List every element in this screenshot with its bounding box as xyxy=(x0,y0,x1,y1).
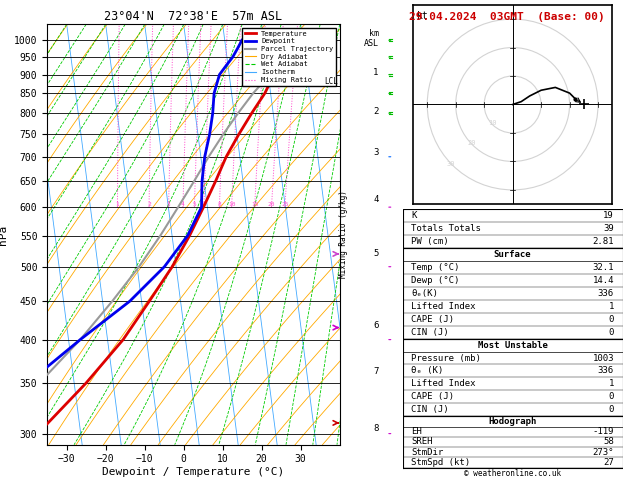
Text: 6: 6 xyxy=(373,321,379,330)
Text: Dewp (°C): Dewp (°C) xyxy=(411,276,460,285)
Text: θₑ (K): θₑ (K) xyxy=(411,366,443,376)
Text: 10: 10 xyxy=(488,120,496,126)
Text: km
ASL: km ASL xyxy=(364,29,379,48)
Text: Surface: Surface xyxy=(494,250,532,259)
Text: 336: 336 xyxy=(598,289,614,298)
Text: SREH: SREH xyxy=(411,437,433,447)
Text: 15: 15 xyxy=(251,202,259,207)
Text: -119: -119 xyxy=(593,427,614,436)
Text: LCL: LCL xyxy=(325,77,338,86)
Text: 4: 4 xyxy=(181,202,185,207)
Text: 39: 39 xyxy=(603,224,614,233)
Title: 23°04'N  72°38'E  57m ASL: 23°04'N 72°38'E 57m ASL xyxy=(104,10,282,23)
Text: CAPE (J): CAPE (J) xyxy=(411,314,454,324)
Text: 1: 1 xyxy=(608,380,614,388)
Text: θₑ(K): θₑ(K) xyxy=(411,289,438,298)
Text: 3: 3 xyxy=(373,148,379,156)
Text: StmSpd (kt): StmSpd (kt) xyxy=(411,458,470,467)
Text: Most Unstable: Most Unstable xyxy=(477,341,548,349)
Text: 0: 0 xyxy=(608,314,614,324)
Text: 4: 4 xyxy=(373,194,379,204)
Y-axis label: hPa: hPa xyxy=(0,225,8,244)
Text: Lifted Index: Lifted Index xyxy=(411,302,476,311)
Text: 10: 10 xyxy=(228,202,235,207)
Text: 0: 0 xyxy=(608,392,614,401)
Text: K: K xyxy=(411,211,417,220)
Text: CAPE (J): CAPE (J) xyxy=(411,392,454,401)
X-axis label: Dewpoint / Temperature (°C): Dewpoint / Temperature (°C) xyxy=(103,467,284,477)
Text: Temp (°C): Temp (°C) xyxy=(411,263,460,272)
Text: 14.4: 14.4 xyxy=(593,276,614,285)
Text: 1: 1 xyxy=(373,69,379,77)
Text: 273°: 273° xyxy=(593,448,614,457)
Text: 19: 19 xyxy=(603,211,614,220)
Text: 58: 58 xyxy=(603,437,614,447)
Text: Hodograph: Hodograph xyxy=(489,417,537,426)
Text: 0: 0 xyxy=(608,405,614,415)
Text: 27: 27 xyxy=(603,458,614,467)
Text: 8: 8 xyxy=(218,202,221,207)
Text: Totals Totals: Totals Totals xyxy=(411,224,481,233)
Text: 0: 0 xyxy=(608,328,614,337)
Text: 8: 8 xyxy=(373,424,379,433)
Text: 2: 2 xyxy=(373,106,379,116)
Text: CIN (J): CIN (J) xyxy=(411,328,449,337)
Text: 3: 3 xyxy=(167,202,170,207)
Text: 30: 30 xyxy=(447,161,455,167)
Text: Pressure (mb): Pressure (mb) xyxy=(411,353,481,363)
Text: kt: kt xyxy=(417,11,429,21)
Text: 6: 6 xyxy=(202,202,206,207)
Text: Mixing Ratio (g/kg): Mixing Ratio (g/kg) xyxy=(339,191,348,278)
Legend: Temperature, Dewpoint, Parcel Trajectory, Dry Adiabat, Wet Adiabat, Isotherm, Mi: Temperature, Dewpoint, Parcel Trajectory… xyxy=(242,28,336,86)
Text: 5: 5 xyxy=(373,249,379,259)
Text: 20: 20 xyxy=(467,140,476,146)
Text: 5: 5 xyxy=(192,202,196,207)
Text: PW (cm): PW (cm) xyxy=(411,237,449,246)
Text: 2.81: 2.81 xyxy=(593,237,614,246)
Text: 32.1: 32.1 xyxy=(593,263,614,272)
Text: 1: 1 xyxy=(608,302,614,311)
Text: Lifted Index: Lifted Index xyxy=(411,380,476,388)
Text: © weatheronline.co.uk: © weatheronline.co.uk xyxy=(464,469,561,478)
Text: 336: 336 xyxy=(598,366,614,376)
Text: 7: 7 xyxy=(373,367,379,376)
Text: 1: 1 xyxy=(116,202,120,207)
Text: EH: EH xyxy=(411,427,422,436)
Text: 1003: 1003 xyxy=(593,353,614,363)
Text: CIN (J): CIN (J) xyxy=(411,405,449,415)
Text: 20: 20 xyxy=(268,202,276,207)
Text: 25: 25 xyxy=(281,202,289,207)
Text: StmDir: StmDir xyxy=(411,448,443,457)
Text: 2: 2 xyxy=(147,202,151,207)
Text: 29.04.2024  03GMT  (Base: 00): 29.04.2024 03GMT (Base: 00) xyxy=(409,12,604,22)
